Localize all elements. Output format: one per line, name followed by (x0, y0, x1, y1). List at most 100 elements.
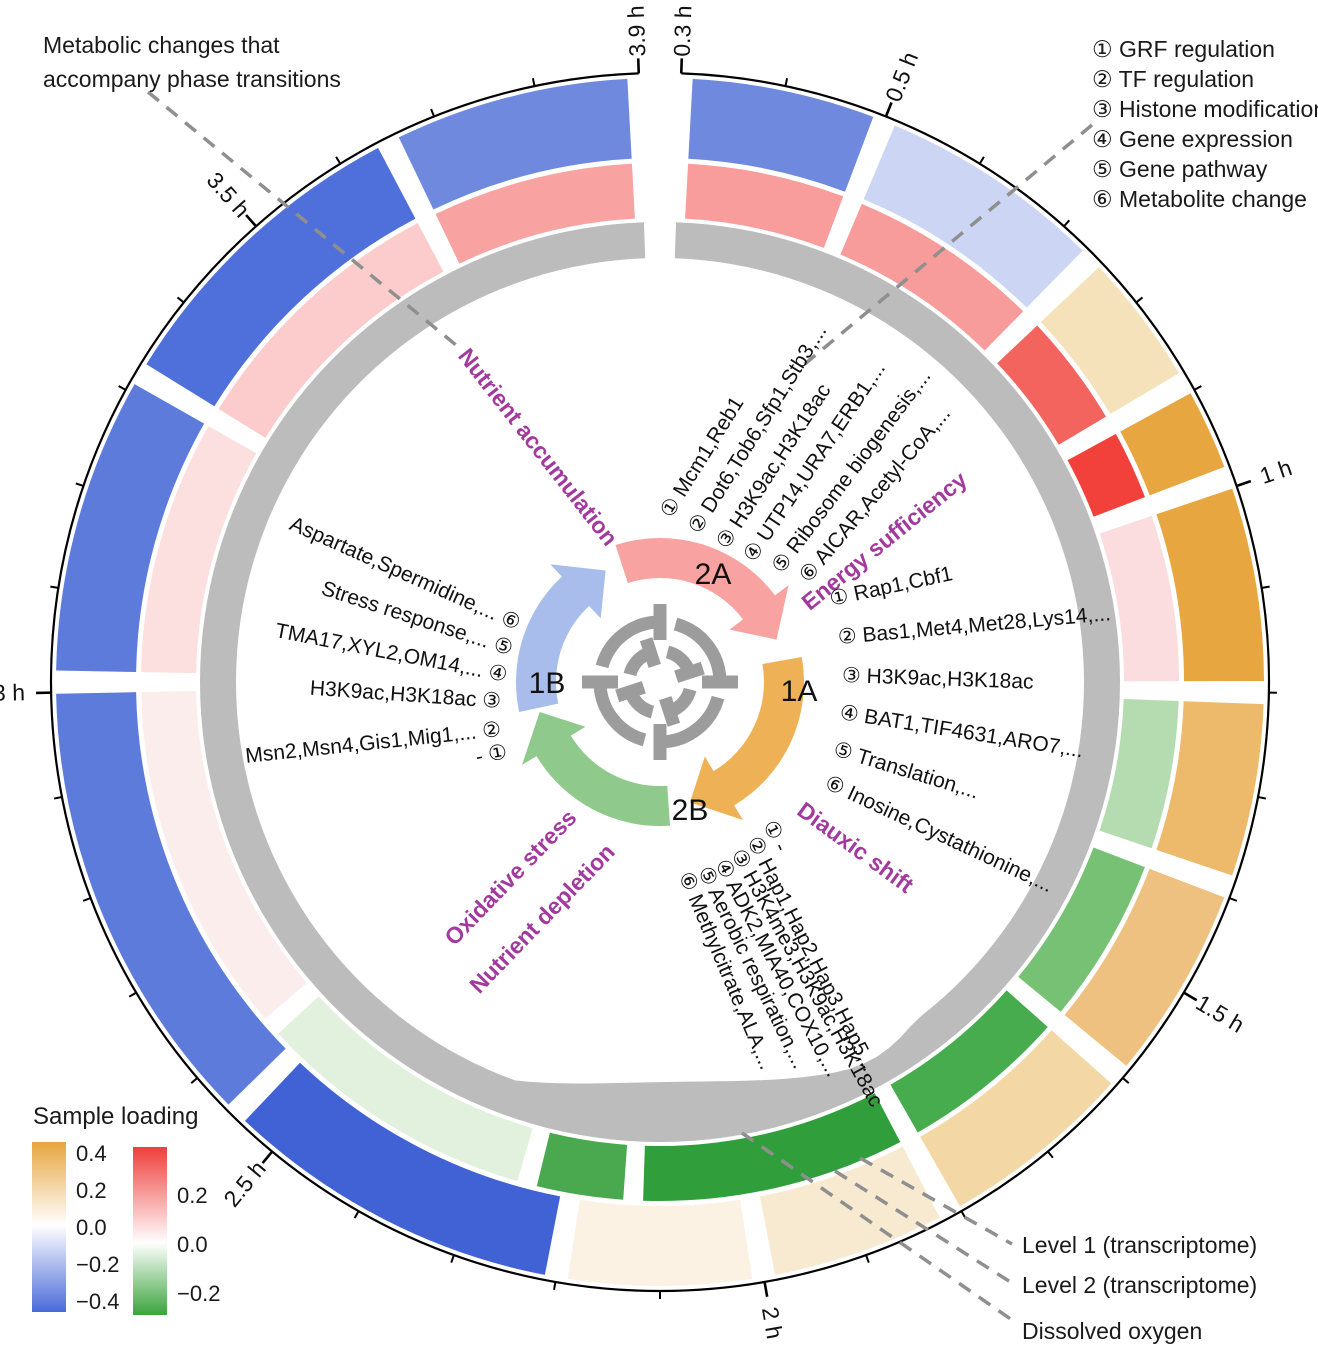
tick-mark (1193, 385, 1202, 391)
legend-item-tf: ② TF regulation (1092, 66, 1255, 92)
colorbar-orange-blue (32, 1142, 66, 1312)
ring-segment-level2 (890, 990, 1048, 1133)
ring-segment-level1 (863, 125, 1083, 308)
tick-mark (450, 1254, 455, 1263)
colorbar1-tick: 0.4 (76, 1141, 107, 1166)
figure-title-line1: Metabolic changes that (43, 32, 280, 58)
tick-mark (1261, 585, 1270, 589)
tick-mark (1236, 479, 1252, 488)
cycle-arrow-1B (516, 564, 606, 712)
ring-segment-level2 (435, 163, 635, 264)
ring-segment-level1 (56, 384, 205, 673)
cycle-arrow-2A (615, 538, 789, 640)
time-label: 2 h (756, 1305, 788, 1342)
ring-segment-level2 (643, 1093, 901, 1201)
figure-title: Metabolic changes that accompany phase t… (43, 28, 341, 96)
ring-segment-level2 (1099, 515, 1179, 682)
arrow-label-2A: 2A (694, 558, 732, 591)
annotation-level1: Level 1 (transcriptome) (1022, 1232, 1258, 1258)
tick-mark (1122, 1077, 1130, 1084)
tick-mark (784, 78, 789, 87)
legend-item-gene-pathway: ⑤ Gene pathway (1092, 156, 1268, 182)
tick-mark (553, 1281, 557, 1291)
tick-mark (128, 991, 137, 998)
ring-segment-level1 (398, 78, 632, 210)
arrow-label-1B: 1B (528, 667, 566, 700)
annotation-dashed-line (741, 1131, 1013, 1322)
ring-segment-level2 (1018, 847, 1145, 1012)
ring-segment-level2 (997, 325, 1107, 445)
tick-mark (176, 296, 185, 304)
arrow-label-1A: 1A (780, 675, 818, 708)
colorbar1-tick: 0.0 (76, 1215, 107, 1240)
cycle-arrow-1A (689, 656, 804, 821)
tick-mark (1183, 991, 1198, 1002)
time-label: 3.9 h (622, 5, 651, 58)
legend-item-grf: ① GRF regulation (1092, 36, 1275, 62)
ring-segment-level1 (146, 147, 416, 407)
tick-mark (1135, 296, 1144, 304)
ring-segment-level1 (1064, 868, 1225, 1066)
tick-mark (50, 585, 59, 589)
ring-segment-level1 (759, 1146, 940, 1275)
tick-mark (1229, 897, 1238, 902)
ring-segment-level2 (1067, 433, 1145, 517)
ring-segment-level2 (840, 203, 1024, 351)
ring-segment-level1 (56, 692, 286, 1105)
legend-item-histone: ③ Histone modification (1092, 96, 1318, 122)
tick-mark (261, 1150, 274, 1164)
ring-segment-level2 (1099, 699, 1179, 849)
time-label: 3 h (0, 679, 26, 707)
annotation-level2: Level 2 (transcriptome) (1022, 1272, 1258, 1298)
tick-mark (190, 1077, 198, 1084)
ring-segment-level2 (536, 1132, 628, 1200)
tick-mark (978, 156, 985, 165)
ring-segment-level2 (141, 426, 257, 674)
ring-segment-level1 (1156, 701, 1264, 876)
colorbar1-tick: −0.2 (76, 1252, 120, 1277)
ring-segment-level2 (278, 996, 533, 1182)
tick-mark (865, 1254, 870, 1263)
colorbar2-tick: −0.2 (177, 1281, 221, 1306)
annotation-dashed-line (859, 1156, 1013, 1246)
ring-segment-level1 (1156, 488, 1264, 682)
ring-segment-level1 (920, 1030, 1112, 1207)
mutual-inhibition-icon (582, 604, 738, 760)
tick-mark (335, 156, 342, 165)
category-legend: ① GRF regulation ② TF regulation ③ Histo… (1092, 34, 1318, 214)
legend-item-gene-expression: ④ Gene expression (1092, 126, 1293, 152)
tick-mark (636, 58, 641, 74)
colorbar2-tick: 0.0 (177, 1232, 208, 1257)
tick-mark (430, 108, 435, 117)
ring-segment-level1 (567, 1199, 753, 1286)
annotation-dashed-line (834, 1169, 1013, 1285)
legend-item-metabolite: ⑥ Metabolite change (1092, 186, 1307, 212)
colorbar-red-green (133, 1147, 167, 1315)
tick-mark (1257, 796, 1267, 800)
ring-segment-level2 (141, 690, 307, 1019)
sample-loading-title: Sample loading (33, 1103, 199, 1130)
ring-segment-level2 (685, 163, 844, 248)
tick-mark (531, 78, 536, 87)
tick-mark (763, 1281, 769, 1297)
tick-mark (353, 1210, 360, 1219)
ring-segment-level1 (1120, 393, 1225, 496)
ring-segment-level1 (1040, 267, 1180, 415)
tick-mark (679, 58, 684, 74)
tick-mark (1047, 1150, 1054, 1159)
annotation-dashed-line (798, 123, 1094, 370)
ring-segment-level1 (244, 1062, 561, 1275)
tick-mark (884, 102, 893, 117)
colorbar2-tick: 0.2 (177, 1183, 208, 1208)
tick-mark (53, 796, 63, 800)
ring-segment-level2 (218, 222, 444, 438)
ring-segment-level1 (688, 78, 874, 192)
tick-mark (1063, 219, 1071, 227)
arrow-label-2B: 2B (671, 794, 709, 827)
tick-mark (75, 482, 84, 487)
tick-mark (118, 385, 127, 391)
colorbar1-tick: −0.4 (76, 1289, 120, 1314)
cycle-arrow-2B (521, 711, 671, 827)
